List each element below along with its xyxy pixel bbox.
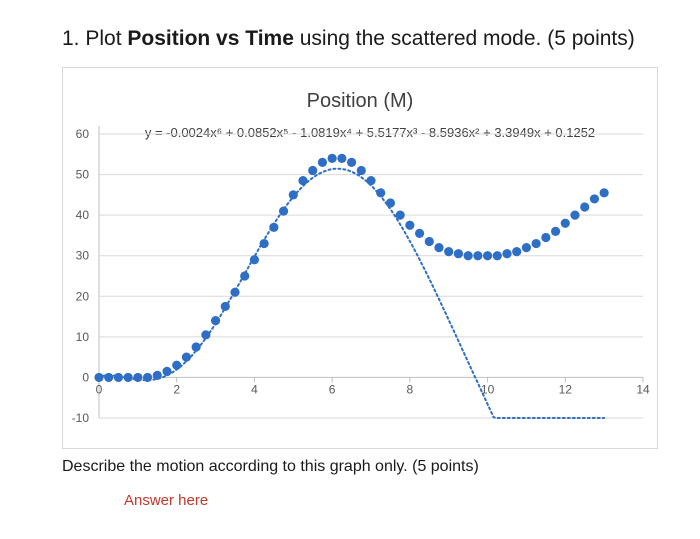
data-points [94, 153, 609, 383]
data-point [162, 366, 172, 376]
data-point [104, 372, 114, 383]
tick-labels: 60 50 40 30 20 10 0 -10 0 2 4 6 8 10 12 14 [72, 127, 650, 425]
data-point [152, 370, 162, 380]
data-point [366, 176, 376, 186]
data-point [376, 188, 386, 198]
data-point [444, 247, 454, 257]
data-point [453, 249, 464, 259]
data-point [521, 243, 532, 253]
chart-title: Position (M) [307, 90, 414, 112]
data-point [356, 165, 366, 176]
data-point [405, 220, 415, 230]
data-point [385, 198, 396, 208]
x-tick-label: 4 [251, 382, 258, 396]
data-point [424, 236, 434, 247]
data-point [414, 228, 425, 238]
data-point [463, 251, 473, 261]
data-point [142, 372, 153, 383]
scatter-chart: Position (M) y = -0.0024x⁶ + 0.0852x⁵ - … [72, 90, 650, 425]
data-point [181, 352, 192, 362]
question-bold-text: Position vs Time [127, 27, 294, 50]
chart-area[interactable]: Position (M) y = -0.0024x⁶ + 0.0852x⁵ - … [62, 67, 658, 449]
x-tick-label: 6 [329, 382, 336, 396]
data-point [172, 360, 182, 370]
data-point [259, 238, 269, 249]
y-tick-label: 40 [76, 208, 90, 222]
data-point [317, 157, 328, 167]
data-point [298, 176, 308, 186]
data-point [531, 238, 541, 249]
y-tick-label: 0 [82, 370, 89, 384]
data-point [191, 342, 201, 352]
data-point [327, 153, 337, 163]
data-point [113, 372, 124, 383]
question-number: 1. [62, 27, 80, 50]
question-suffix: using the scattered mode. (5 points) [299, 27, 635, 50]
data-point [434, 243, 444, 253]
data-point [599, 188, 609, 198]
data-point [288, 190, 298, 200]
x-tick-label: 12 [559, 382, 573, 396]
data-point [278, 206, 289, 216]
y-tick-label: 30 [76, 249, 90, 263]
y-tick-label: 10 [76, 330, 90, 344]
data-point [395, 210, 405, 220]
data-point [94, 372, 104, 383]
data-point [550, 226, 561, 236]
question-heading: 1. Plot Position vs Time using the scatt… [62, 27, 635, 51]
describe-instruction: Describe the motion according to this gr… [62, 458, 479, 475]
x-tick-label: 10 [481, 382, 495, 396]
data-point [308, 165, 318, 176]
trendline-equation: y = -0.0024x⁶ + 0.0852x⁵ - 1.0819x⁴ + 5.… [145, 125, 595, 140]
data-point [346, 157, 357, 167]
data-point [201, 330, 211, 340]
data-point [560, 218, 570, 228]
data-point [133, 372, 143, 383]
trendline-path [98, 167, 606, 419]
x-tick-label: 2 [173, 382, 180, 396]
gridlines [99, 133, 643, 419]
x-tick-label: 8 [407, 382, 414, 396]
y-tick-label: -10 [72, 411, 90, 425]
data-point [502, 249, 512, 259]
y-tick-label: 20 [76, 289, 90, 303]
y-tick-label: 50 [76, 168, 90, 182]
data-point [482, 251, 493, 261]
data-point [210, 316, 221, 326]
data-point [123, 372, 133, 383]
data-point [492, 251, 502, 261]
y-tick-label: 60 [76, 127, 90, 141]
answer-field[interactable]: Answer here [124, 492, 209, 509]
data-point [249, 255, 260, 265]
data-point [473, 251, 483, 261]
x-tick-label: 0 [96, 382, 103, 396]
data-point [512, 247, 522, 257]
data-point [337, 153, 347, 163]
data-point [541, 232, 551, 243]
question-prefix: Plot [85, 27, 122, 50]
data-point [220, 301, 230, 312]
data-point [570, 210, 580, 220]
data-point [580, 202, 590, 212]
trendline [98, 167, 606, 419]
data-point [589, 194, 600, 204]
data-point [240, 271, 250, 281]
x-tick-label: 14 [636, 382, 650, 396]
data-point [230, 287, 240, 297]
axes [98, 126, 644, 418]
data-point [269, 222, 279, 232]
